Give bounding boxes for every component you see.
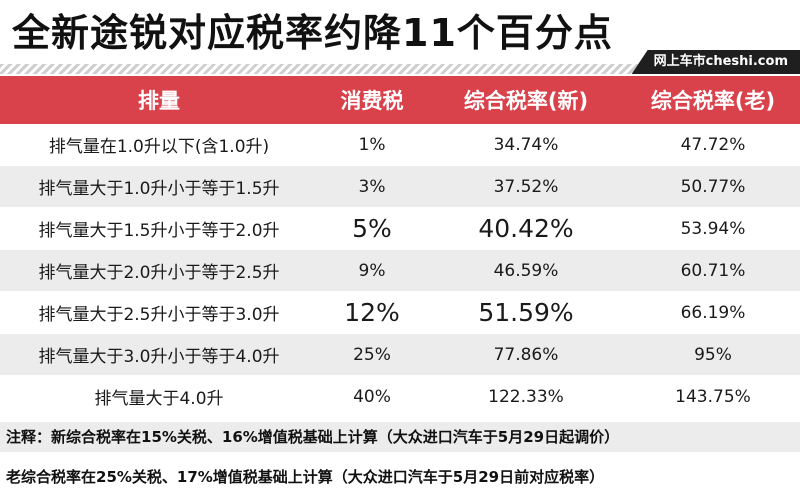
cell-new-rate: 46.59% — [426, 249, 626, 292]
table-row: 排气量大于2.5升小于等于3.0升 12% 51.59% 66.19% — [0, 291, 800, 334]
cell-old-rate: 60.71% — [626, 249, 800, 292]
title-divider — [0, 64, 800, 74]
cell-displacement: 排气量大于2.0升小于等于2.5升 — [0, 249, 318, 292]
table-row: 排气量大于1.0升小于等于1.5升 3% 37.52% 50.77% — [0, 165, 800, 208]
header-displacement: 排量 — [0, 76, 318, 124]
footnote-new-rate: 注释：新综合税率在15%关税、16%增值税基础上计算（大众进口汽车于5月29日起… — [0, 422, 800, 452]
cell-old-rate: 95% — [626, 333, 800, 376]
cell-consumption-tax: 5% — [318, 207, 426, 250]
header-old-rate: 综合税率(老) — [626, 76, 800, 124]
cell-consumption-tax: 40% — [318, 375, 426, 418]
tax-rate-table: 排量 消费税 综合税率(新) 综合税率(老) 排气量在1.0升以下(含1.0升)… — [0, 76, 800, 418]
cell-new-rate: 37.52% — [426, 165, 626, 208]
cell-consumption-tax: 3% — [318, 165, 426, 208]
cell-old-rate: 47.72% — [626, 124, 800, 166]
table-row: 排气量大于1.5升小于等于2.0升 5% 40.42% 53.94% — [0, 207, 800, 250]
cell-old-rate: 143.75% — [626, 375, 800, 418]
table-row: 排气量大于3.0升小于等于4.0升 25% 77.86% 95% — [0, 333, 800, 376]
page-title: 全新途锐对应税率约降11个百分点 — [12, 11, 613, 55]
table-header-row: 排量 消费税 综合税率(新) 综合税率(老) — [0, 76, 800, 124]
cell-old-rate: 50.77% — [626, 165, 800, 208]
cell-old-rate: 53.94% — [626, 207, 800, 250]
cell-consumption-tax: 9% — [318, 249, 426, 292]
cell-displacement: 排气量在1.0升以下(含1.0升) — [0, 124, 318, 166]
cell-new-rate: 122.33% — [426, 375, 626, 418]
header-consumption-tax: 消费税 — [318, 76, 426, 124]
cell-displacement: 排气量大于2.5升小于等于3.0升 — [0, 291, 318, 334]
header-new-rate: 综合税率(新) — [426, 76, 626, 124]
table-row: 排气量在1.0升以下(含1.0升) 1% 34.74% 47.72% — [0, 124, 800, 166]
table-row: 排气量大于4.0升 40% 122.33% 143.75% — [0, 375, 800, 418]
table-row: 排气量大于2.0升小于等于2.5升 9% 46.59% 60.71% — [0, 249, 800, 292]
cell-displacement: 排气量大于1.0升小于等于1.5升 — [0, 165, 318, 208]
cell-consumption-tax: 1% — [318, 124, 426, 166]
cell-displacement: 排气量大于1.5升小于等于2.0升 — [0, 207, 318, 250]
cell-new-rate: 51.59% — [426, 291, 626, 334]
cell-displacement: 排气量大于3.0升小于等于4.0升 — [0, 333, 318, 376]
footnote-old-rate: 老综合税率在25%关税、17%增值税基础上计算（大众进口汽车于5月29日前对应税… — [0, 462, 800, 492]
cell-new-rate: 77.86% — [426, 333, 626, 376]
cell-consumption-tax: 12% — [318, 291, 426, 334]
cell-new-rate: 34.74% — [426, 124, 626, 166]
source-badge: 网上车市cheshi.com — [631, 50, 800, 74]
cell-consumption-tax: 25% — [318, 333, 426, 376]
cell-old-rate: 66.19% — [626, 291, 800, 334]
cell-displacement: 排气量大于4.0升 — [0, 375, 318, 418]
cell-new-rate: 40.42% — [426, 207, 626, 250]
